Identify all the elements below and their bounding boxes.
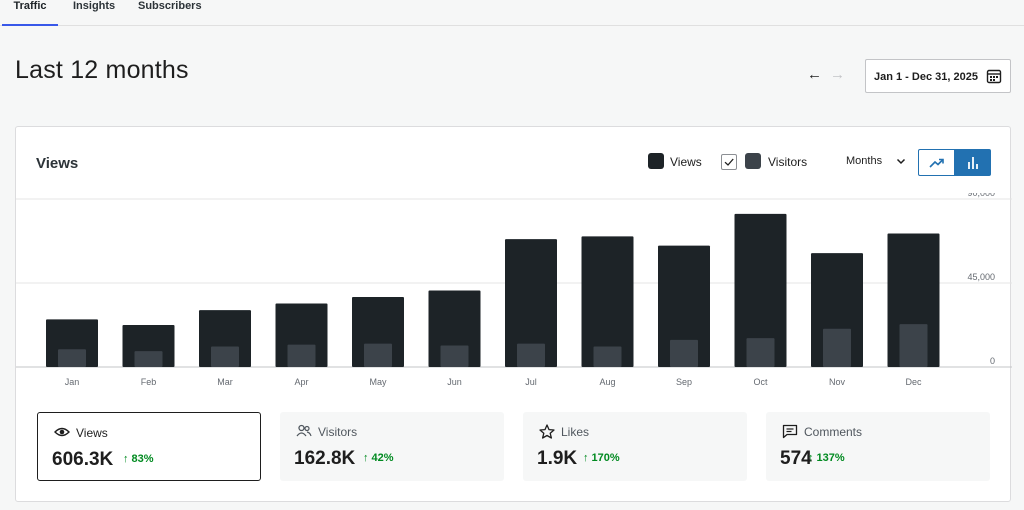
stat-change: ↑ 42%	[363, 452, 394, 464]
period-dropdown[interactable]: Months	[846, 155, 906, 167]
stat-label: Views	[76, 426, 108, 440]
x-tick-label: May	[369, 377, 387, 387]
x-tick-label: Dec	[905, 377, 922, 387]
checkmark-icon	[724, 158, 734, 166]
date-range-label: Jan 1 - Dec 31, 2025	[874, 71, 978, 83]
y-tick-label: 45,000	[967, 272, 995, 282]
tab-bar: Traffic Insights Subscribers	[0, 0, 1024, 26]
legend-swatch-visitors	[745, 153, 761, 169]
stat-label: Comments	[804, 425, 863, 439]
stat-label: Visitors	[318, 425, 358, 439]
bar-views	[581, 236, 634, 367]
bar-visitors	[593, 346, 622, 367]
bar-visitors	[746, 338, 775, 367]
bar-views	[505, 239, 557, 367]
page-title: Last 12 months	[15, 56, 189, 84]
bar-visitors	[134, 351, 163, 367]
bar-visitors	[211, 346, 239, 367]
x-tick-label: Sep	[676, 377, 692, 387]
stat-change: ↑ 83%	[123, 453, 154, 465]
bar-visitors	[670, 339, 698, 367]
stat-value: 1.9K	[537, 448, 578, 469]
x-tick-label: Jul	[525, 377, 537, 387]
x-tick-label: Nov	[829, 377, 846, 387]
calendar-icon	[986, 69, 1002, 84]
views-chart-card: Views Views Visitors Months 90,000 45,000…	[15, 126, 1012, 502]
visitors-checkbox[interactable]	[721, 154, 737, 170]
tab-traffic[interactable]: Traffic	[2, 0, 58, 26]
bar-visitors	[899, 324, 928, 367]
x-tick-label: Oct	[753, 377, 768, 387]
date-range-button[interactable]: Jan 1 - Dec 31, 2025	[865, 59, 1011, 93]
bar-visitors	[440, 345, 469, 367]
stat-change: ↑ 170%	[583, 452, 620, 464]
x-tick-label: Apr	[294, 377, 308, 387]
bar-visitors	[287, 344, 316, 367]
comment-icon	[782, 424, 798, 439]
period-label: Months	[846, 155, 883, 167]
stat-value: 162.8K	[294, 448, 356, 469]
x-tick-label: Mar	[217, 377, 233, 387]
stat-change: ↑ 137%	[808, 452, 845, 464]
bar-views	[734, 213, 787, 367]
stat-card-likes[interactable]: Likes 1.9K ↑ 170%	[523, 412, 747, 481]
bar-chart-icon	[968, 157, 978, 169]
stat-value: 606.3K	[52, 449, 114, 470]
chevron-down-icon	[896, 158, 906, 165]
trending-up-icon	[929, 158, 944, 168]
tab-subscribers[interactable]: Subscribers	[138, 0, 202, 12]
legend-label-visitors: Visitors	[768, 155, 808, 169]
bar-visitors	[823, 328, 851, 367]
stat-value: 574	[780, 448, 812, 469]
x-tick-label: Aug	[599, 377, 615, 387]
bar-visitors	[364, 343, 392, 367]
stat-card-views[interactable]: Views 606.3K ↑ 83%	[37, 412, 261, 481]
bar-chart-toggle[interactable]	[954, 149, 991, 176]
x-tick-label: Jan	[65, 377, 80, 387]
y-tick-label: 90,000	[967, 193, 995, 198]
bar-visitors	[58, 349, 86, 367]
legend-label-views: Views	[670, 155, 702, 169]
y-tick-label: 0	[990, 356, 995, 366]
arrow-left-icon[interactable]: ←	[807, 66, 822, 83]
bar-views	[658, 245, 710, 367]
line-chart-toggle[interactable]	[918, 149, 955, 176]
star-icon	[539, 424, 555, 439]
legend-swatch-views	[648, 153, 664, 169]
views-bar-chart: 90,000 45,000 0 Jan Feb Mar Apr May Jun Jul Aug Sep…	[16, 193, 1012, 387]
stat-card-comments[interactable]: Comments 574 ↑ 137%	[766, 412, 990, 481]
stat-card-visitors[interactable]: Visitors 162.8K ↑ 42%	[280, 412, 504, 481]
bar-visitors	[517, 343, 545, 367]
chart-title: Views	[36, 155, 79, 172]
arrow-right-icon[interactable]: →	[830, 66, 845, 83]
people-icon	[296, 424, 312, 437]
stat-label: Likes	[561, 425, 590, 439]
tab-insights[interactable]: Insights	[73, 0, 116, 12]
x-tick-label: Jun	[447, 377, 462, 387]
x-tick-label: Feb	[141, 377, 157, 387]
eye-icon	[54, 427, 70, 437]
